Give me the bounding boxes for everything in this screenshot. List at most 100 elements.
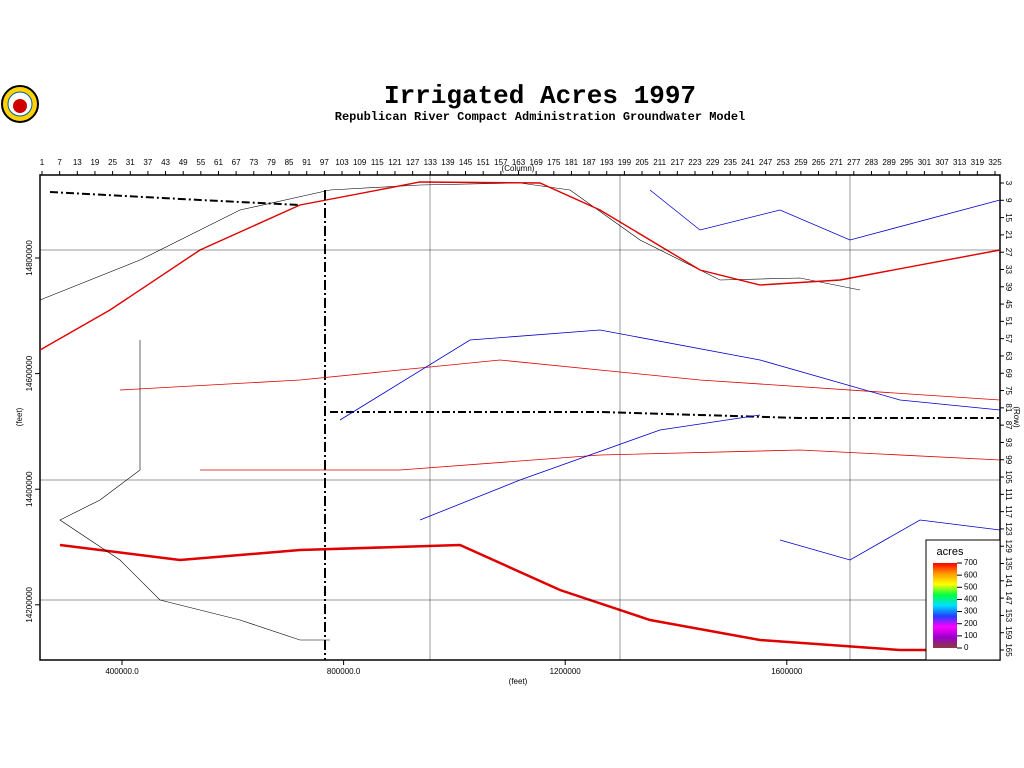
row-tick-label: 69 bbox=[1004, 369, 1013, 378]
color-bar bbox=[933, 563, 957, 648]
column-tick-label: 175 bbox=[547, 158, 561, 167]
row-tick-label: 135 bbox=[1004, 557, 1013, 571]
column-tick-label: 67 bbox=[232, 158, 241, 167]
legend-tick-label: 200 bbox=[964, 619, 978, 628]
row-tick-label: 105 bbox=[1004, 470, 1013, 484]
row-tick-label: 51 bbox=[1004, 317, 1013, 326]
legend-tick-label: 300 bbox=[964, 607, 978, 616]
row-tick-label: 21 bbox=[1004, 230, 1013, 239]
column-tick-label: 319 bbox=[971, 158, 985, 167]
map-frame bbox=[39, 174, 1001, 661]
column-tick-label: 169 bbox=[529, 158, 543, 167]
legend-tick-label: 500 bbox=[964, 582, 978, 591]
column-tick-label: 109 bbox=[353, 158, 367, 167]
column-tick-label: 163 bbox=[512, 158, 526, 167]
column-tick-label: 37 bbox=[143, 158, 152, 167]
column-tick-label: 247 bbox=[759, 158, 773, 167]
column-tick-label: 181 bbox=[565, 158, 579, 167]
map-features bbox=[39, 175, 1001, 660]
column-tick-label: 19 bbox=[90, 158, 99, 167]
column-tick-label: 103 bbox=[335, 158, 349, 167]
column-tick-label: 43 bbox=[161, 158, 170, 167]
column-tick-label: 121 bbox=[388, 158, 402, 167]
column-tick-label: 7 bbox=[57, 158, 62, 167]
column-tick-label: 79 bbox=[267, 158, 276, 167]
y-tick-label: 14200000 bbox=[25, 586, 34, 622]
column-tick-label: 289 bbox=[882, 158, 896, 167]
row-tick-label: 153 bbox=[1004, 609, 1013, 623]
legend-tick-label: 0 bbox=[964, 643, 969, 652]
column-tick-label: 115 bbox=[371, 158, 384, 167]
row-tick-label: 87 bbox=[1004, 421, 1013, 430]
column-tick-label: 49 bbox=[179, 158, 188, 167]
top-axis-label: (Column) bbox=[502, 164, 535, 173]
column-tick-label: 301 bbox=[918, 158, 932, 167]
x-axis-label: (feet) bbox=[509, 677, 528, 686]
legend-tick-label: 400 bbox=[964, 595, 978, 604]
row-tick-label: 117 bbox=[1004, 505, 1013, 518]
column-tick-label: 55 bbox=[196, 158, 205, 167]
y-tick-label: 14600000 bbox=[25, 355, 34, 391]
column-tick-label: 253 bbox=[777, 158, 791, 167]
row-tick-label: 147 bbox=[1004, 591, 1013, 605]
row-tick-label: 99 bbox=[1004, 455, 1013, 464]
row-tick-label: 45 bbox=[1004, 300, 1013, 309]
x-tick-label: 1600000 bbox=[771, 667, 803, 676]
row-tick-label: 159 bbox=[1004, 626, 1013, 640]
right-axis-label: (Row) bbox=[1012, 406, 1021, 428]
row-tick-label: 141 bbox=[1004, 574, 1013, 588]
column-tick-label: 283 bbox=[865, 158, 879, 167]
column-tick-label: 127 bbox=[406, 158, 420, 167]
column-tick-label: 73 bbox=[249, 158, 258, 167]
logo bbox=[1, 85, 39, 123]
legend-tick-label: 100 bbox=[964, 631, 978, 640]
x-tick-label: 400000.0 bbox=[105, 667, 139, 676]
column-tick-label: 157 bbox=[494, 158, 508, 167]
column-tick-label: 229 bbox=[706, 158, 720, 167]
y-axis-label: (feet) bbox=[15, 407, 24, 426]
column-tick-label: 271 bbox=[829, 158, 843, 167]
row-tick-label: 129 bbox=[1004, 540, 1013, 554]
column-tick-label: 313 bbox=[953, 158, 967, 167]
column-tick-label: 133 bbox=[424, 158, 438, 167]
legend-title: acres bbox=[937, 546, 964, 558]
row-tick-label: 123 bbox=[1004, 522, 1013, 536]
y-tick-label: 14800000 bbox=[25, 240, 34, 276]
subtitle: Republican River Compact Administration … bbox=[335, 110, 745, 124]
legend-tick-label: 600 bbox=[964, 570, 978, 579]
column-tick-label: 97 bbox=[320, 158, 329, 167]
row-tick-label: 15 bbox=[1004, 213, 1013, 222]
row-tick-label: 81 bbox=[1004, 403, 1013, 412]
legend-tick-label: 700 bbox=[964, 558, 978, 567]
x-tick-label: 800000.0 bbox=[327, 667, 361, 676]
column-tick-label: 199 bbox=[618, 158, 632, 167]
column-tick-label: 193 bbox=[600, 158, 614, 167]
column-tick-label: 265 bbox=[812, 158, 826, 167]
column-tick-label: 139 bbox=[441, 158, 455, 167]
column-tick-label: 241 bbox=[741, 158, 755, 167]
column-tick-label: 325 bbox=[988, 158, 1002, 167]
row-tick-label: 57 bbox=[1004, 334, 1013, 343]
column-tick-label: 205 bbox=[635, 158, 649, 167]
x-tick-label: 1200000 bbox=[550, 667, 582, 676]
column-tick-label: 295 bbox=[900, 158, 914, 167]
row-tick-label: 75 bbox=[1004, 386, 1013, 395]
title: Irrigated Acres 1997 bbox=[384, 81, 696, 111]
column-tick-label: 211 bbox=[653, 158, 666, 167]
row-tick-label: 63 bbox=[1004, 352, 1013, 361]
column-tick-label: 1 bbox=[40, 158, 45, 167]
row-tick-label: 111 bbox=[1004, 488, 1013, 501]
row-tick-label: 39 bbox=[1004, 282, 1013, 291]
column-tick-label: 217 bbox=[671, 158, 685, 167]
column-tick-label: 259 bbox=[794, 158, 808, 167]
column-tick-label: 277 bbox=[847, 158, 861, 167]
column-tick-label: 61 bbox=[214, 158, 223, 167]
column-tick-label: 91 bbox=[302, 158, 311, 167]
column-tick-label: 223 bbox=[688, 158, 702, 167]
column-tick-label: 151 bbox=[477, 158, 491, 167]
column-tick-label: 145 bbox=[459, 158, 473, 167]
row-tick-label: 165 bbox=[1004, 643, 1013, 657]
row-tick-label: 9 bbox=[1004, 198, 1013, 203]
y-tick-label: 14400000 bbox=[25, 471, 34, 507]
